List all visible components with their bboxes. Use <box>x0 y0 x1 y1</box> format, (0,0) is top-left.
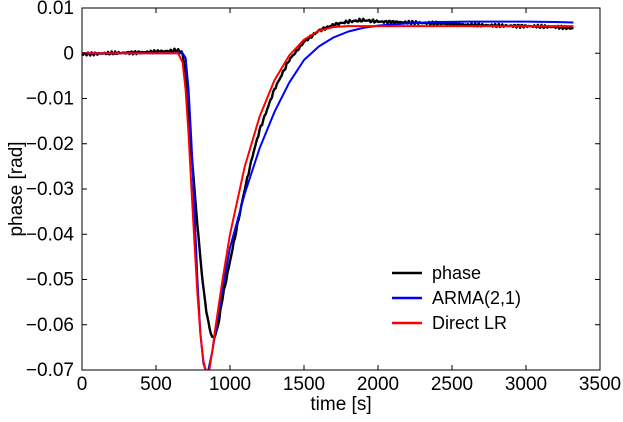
legend-label: Direct LR <box>432 313 507 333</box>
legend-item-direct-lr: Direct LR <box>392 313 507 333</box>
y-tick-label: 0 <box>63 43 74 64</box>
y-tick-label: −0.01 <box>26 89 74 110</box>
legend-label: ARMA(2,1) <box>432 288 521 308</box>
y-tick-label: −0.05 <box>26 270 74 291</box>
x-tick-label: 1000 <box>209 374 251 395</box>
y-axis: 0.01 0 −0.01 −0.02 −0.03 −0.04 −0.05 −0.06 −0.07 <box>26 0 600 381</box>
x-tick-label: 2000 <box>357 374 399 395</box>
y-tick-label: 0.01 <box>37 0 74 19</box>
series-line-arma-2-1 <box>82 20 574 370</box>
x-tick-label: 500 <box>140 374 172 395</box>
y-tick-label: −0.03 <box>26 179 74 200</box>
legend: phase ARMA(2,1) Direct LR <box>392 263 521 333</box>
y-axis-label: phase [rad] <box>6 141 27 236</box>
x-tick-label: 2500 <box>431 374 473 395</box>
y-tick-label: −0.02 <box>26 134 74 155</box>
legend-item-arma-2-1: ARMA(2,1) <box>392 288 521 308</box>
plot-area <box>82 8 600 370</box>
x-tick-label: 3000 <box>505 374 547 395</box>
x-tick-label: 0 <box>77 374 88 395</box>
legend-label: phase <box>432 263 481 283</box>
x-axis: 0 500 1000 1500 2000 2500 3000 3500 <box>77 8 621 395</box>
y-tick-label: −0.06 <box>26 315 74 336</box>
legend-item-phase: phase <box>392 263 481 283</box>
x-tick-label: 1500 <box>283 374 325 395</box>
x-axis-label: time [s] <box>310 394 371 415</box>
series-layer <box>82 17 574 370</box>
series-line-direct-lr <box>82 25 574 370</box>
y-tick-label: −0.04 <box>26 224 75 245</box>
x-tick-label: 3500 <box>579 374 621 395</box>
y-tick-label: −0.07 <box>26 360 74 381</box>
